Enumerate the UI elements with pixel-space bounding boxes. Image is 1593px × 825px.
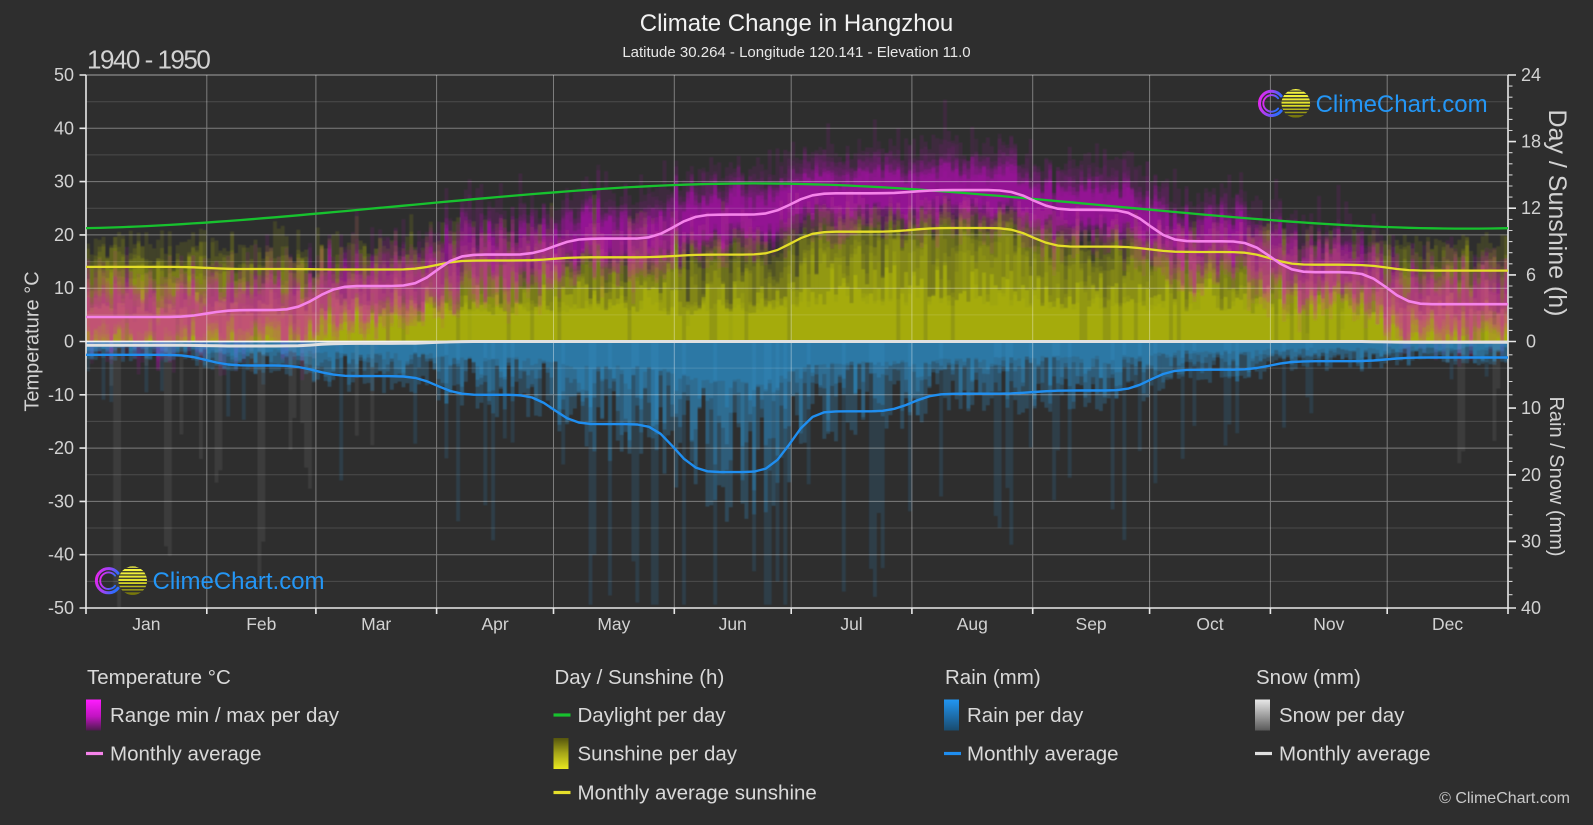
svg-text:Rain / Snow (mm): Rain / Snow (mm) [1545, 396, 1567, 556]
svg-text:10: 10 [1521, 398, 1541, 418]
svg-text:24: 24 [1521, 65, 1541, 85]
svg-text:Sep: Sep [1076, 614, 1107, 634]
svg-text:May: May [597, 614, 630, 634]
svg-text:Apr: Apr [481, 614, 508, 634]
svg-text:Temperature °C: Temperature °C [22, 271, 44, 411]
svg-text:40: 40 [54, 118, 74, 138]
svg-text:Climate Change in Hangzhou: Climate Change in Hangzhou [640, 10, 954, 37]
svg-text:Feb: Feb [246, 614, 276, 634]
svg-text:Oct: Oct [1196, 614, 1223, 634]
svg-text:12: 12 [1521, 198, 1541, 218]
svg-text:Dec: Dec [1432, 614, 1463, 634]
svg-text:© ClimeChart.com: © ClimeChart.com [1439, 790, 1570, 807]
svg-text:Range min / max per day: Range min / max per day [110, 704, 340, 727]
svg-text:Jul: Jul [840, 614, 862, 634]
svg-text:Snow (mm): Snow (mm) [1256, 666, 1361, 689]
svg-text:Jan: Jan [132, 614, 160, 634]
svg-text:Latitude 30.264 - Longitude 12: Latitude 30.264 - Longitude 120.141 - El… [622, 44, 970, 61]
svg-text:Rain per day: Rain per day [967, 704, 1084, 727]
svg-text:Daylight per day: Daylight per day [578, 704, 727, 727]
svg-text:Nov: Nov [1313, 614, 1344, 634]
svg-text:Aug: Aug [957, 614, 988, 634]
svg-text:Mar: Mar [361, 614, 391, 634]
svg-text:50: 50 [54, 65, 74, 85]
svg-text:40: 40 [1521, 598, 1541, 618]
svg-text:10: 10 [54, 278, 74, 298]
svg-text:Temperature °C: Temperature °C [87, 666, 231, 689]
svg-text:1940 - 1950: 1940 - 1950 [87, 45, 210, 75]
svg-text:30: 30 [1521, 531, 1541, 551]
svg-text:-50: -50 [48, 598, 74, 618]
svg-text:20: 20 [54, 225, 74, 245]
svg-text:18: 18 [1521, 132, 1541, 152]
svg-text:Day / Sunshine (h): Day / Sunshine (h) [555, 666, 725, 689]
svg-text:0: 0 [1526, 332, 1536, 352]
svg-text:Sunshine per day: Sunshine per day [578, 743, 738, 766]
svg-text:Monthly average: Monthly average [110, 743, 262, 766]
svg-text:-40: -40 [48, 545, 74, 565]
svg-text:Jun: Jun [719, 614, 747, 634]
svg-text:-30: -30 [48, 491, 74, 511]
svg-text:Day / Sunshine (h): Day / Sunshine (h) [1543, 109, 1571, 316]
svg-text:Rain (mm): Rain (mm) [945, 666, 1041, 689]
svg-text:6: 6 [1526, 265, 1536, 285]
svg-text:Monthly average sunshine: Monthly average sunshine [578, 782, 817, 805]
svg-text:Monthly average: Monthly average [967, 743, 1119, 766]
svg-text:30: 30 [54, 172, 74, 192]
svg-text:ClimeChart.com: ClimeChart.com [1316, 91, 1488, 118]
svg-text:20: 20 [1521, 465, 1541, 485]
svg-text:-10: -10 [48, 385, 74, 405]
svg-text:-20: -20 [48, 438, 74, 458]
svg-text:ClimeChart.com: ClimeChart.com [153, 568, 325, 595]
svg-text:0: 0 [64, 332, 74, 352]
svg-text:Snow per day: Snow per day [1279, 704, 1405, 727]
svg-text:Monthly average: Monthly average [1279, 743, 1431, 766]
